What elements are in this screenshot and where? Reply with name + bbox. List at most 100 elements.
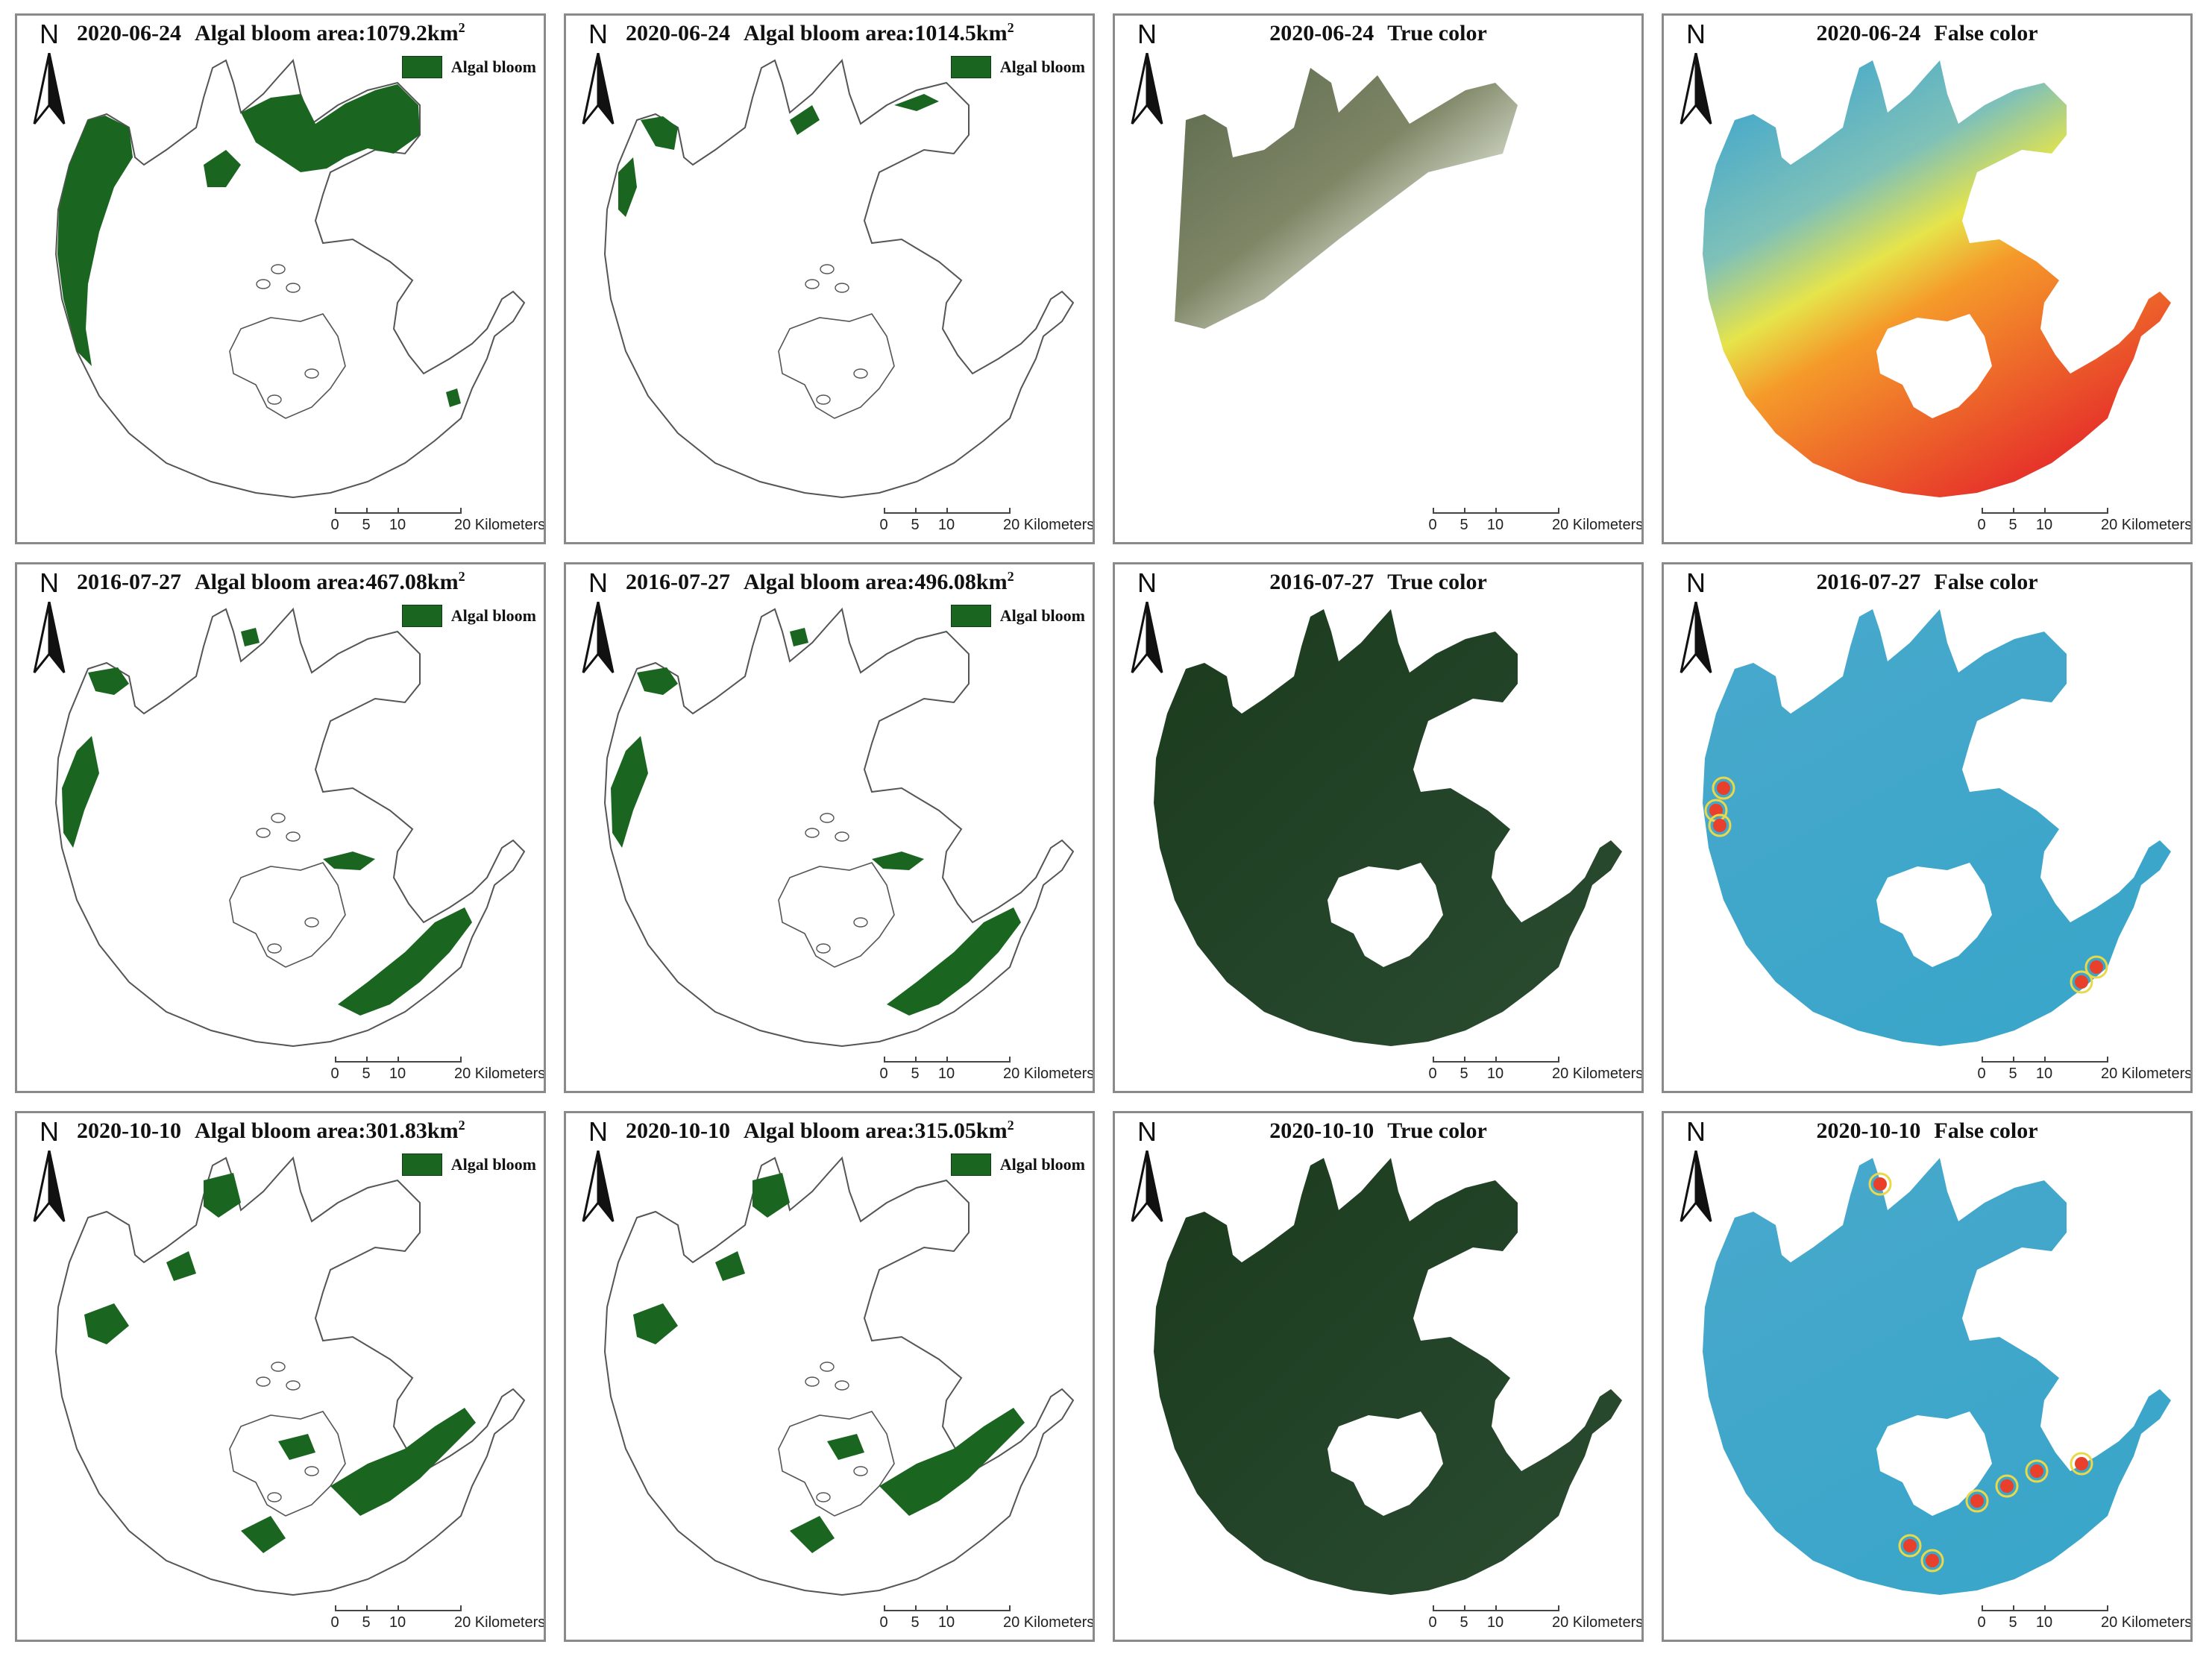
scale-unit-label: 20 Kilometers	[1552, 1066, 1644, 1082]
map-panel-3: N 2020-06-24 True color 0 5 10 20 Kilometers	[1113, 13, 1644, 544]
area-exponent: 2	[1007, 1118, 1014, 1133]
bloom-patch	[715, 1251, 745, 1281]
hotspot-ring	[1920, 1549, 1944, 1573]
area-unit: km	[975, 1118, 1008, 1143]
lake-map	[1175, 68, 1518, 329]
hotspot-ring	[1708, 813, 1732, 837]
area-value: 301.83	[365, 1118, 427, 1143]
scale-tick	[1009, 1605, 1011, 1611]
scale-tick-label: 5	[1460, 517, 1468, 533]
north-arrow-icon	[1680, 1151, 1712, 1222]
map-panel-11: N 2020-10-10 True color 0 5 10 20 Kilometers	[1113, 1111, 1644, 1642]
panel-title-text: True color	[1387, 21, 1487, 45]
islet-outline	[820, 264, 835, 274]
panel-title-text: False color	[1934, 570, 2038, 594]
hotspot-ring	[2070, 970, 2093, 994]
scale-bar: 0 5 10 20 Kilometers	[861, 1054, 1093, 1088]
scale-bar: 0 5 10 20 Kilometers	[312, 1054, 544, 1088]
scale-unit-label: 20 Kilometers	[2101, 1614, 2193, 1631]
scale-tick	[460, 1057, 462, 1063]
scale-tick	[335, 508, 336, 514]
island-outline	[229, 862, 346, 968]
scale-tick	[1464, 508, 1465, 514]
legend: Algal bloom	[950, 56, 1085, 78]
scale-tick	[884, 508, 885, 514]
scale-tick-label: 0	[330, 517, 339, 533]
scale-unit-label: 20 Kilometers	[1003, 1614, 1095, 1631]
bloom-patch	[637, 667, 678, 695]
scale-tick	[1433, 1605, 1434, 1611]
scale-tick	[398, 508, 399, 514]
map-panel-1: N 2020-06-24 Algal bloom area:1079.2km2 A…	[15, 13, 546, 544]
scale-bar: 0 5 10 20 Kilometers	[1959, 505, 2190, 539]
north-arrow: N	[1128, 19, 1166, 130]
false-color-image	[1703, 60, 2171, 497]
panel-title-text: True color	[1387, 570, 1487, 594]
north-arrow-icon	[33, 602, 66, 673]
lake-outline	[603, 607, 1075, 1048]
islet-outline	[256, 828, 271, 838]
north-arrow: N	[1128, 1116, 1166, 1228]
islet-outline	[304, 1466, 319, 1476]
scale-tick	[1495, 1057, 1497, 1063]
island-outline	[229, 313, 346, 419]
bloom-patch	[790, 105, 820, 135]
panel-title-text: Algal bloom area:	[743, 1118, 915, 1143]
islet-outline	[816, 394, 831, 405]
scale-unit-label: 20 Kilometers	[454, 517, 546, 533]
scale-tick	[2107, 1057, 2108, 1063]
north-arrow: N	[579, 19, 617, 130]
north-arrow: N	[579, 567, 617, 679]
panel-title: 2020-10-10 Algal bloom area:301.83km2	[77, 1118, 536, 1144]
panel-title: 2020-06-24 True color	[1115, 20, 1641, 46]
panel-date: 2020-10-10	[626, 1118, 730, 1143]
bloom-patch	[241, 1516, 286, 1553]
hotspot-ring	[1965, 1489, 1989, 1513]
scale-tick	[398, 1057, 399, 1063]
panel-date: 2016-07-27	[1816, 570, 1921, 594]
scale-tick	[2044, 1605, 2046, 1611]
panel-date: 2020-06-24	[1816, 21, 1921, 45]
panel-title: 2020-10-10 Algal bloom area:315.05km2	[626, 1118, 1085, 1144]
scale-tick-label: 10	[389, 517, 406, 533]
north-arrow-icon	[33, 1151, 66, 1222]
hotspot	[1713, 819, 1726, 832]
islet-outline	[304, 368, 319, 379]
north-label: N	[588, 19, 608, 49]
island-outline	[778, 862, 895, 968]
hotspot	[2075, 975, 2088, 989]
true-color-image	[1175, 68, 1518, 329]
panel-title: 2016-07-27 False color	[1664, 569, 2190, 595]
map-panel-5: N 2016-07-27 Algal bloom area:467.08km2 A…	[15, 562, 546, 1093]
bloom-patch	[752, 1173, 790, 1218]
islet-outline	[805, 1376, 820, 1387]
scale-tick-label: 10	[389, 1066, 406, 1082]
north-arrow-icon	[1680, 602, 1712, 673]
islet-outline	[835, 283, 849, 293]
north-label: N	[1686, 567, 1706, 598]
legend-swatch	[401, 56, 442, 78]
north-arrow: N	[579, 1116, 617, 1228]
legend-label: Algal bloom	[450, 1155, 536, 1174]
lake-map	[1703, 1158, 2171, 1595]
scale-tick	[1009, 1057, 1011, 1063]
north-arrow-icon	[1680, 53, 1712, 125]
panel-title: 2016-07-27 Algal bloom area:496.08km2	[626, 569, 1085, 595]
north-arrow-icon	[1131, 1151, 1163, 1222]
scale-tick-label: 10	[1486, 1614, 1504, 1631]
north-label: N	[40, 567, 59, 598]
lake-outline	[54, 58, 526, 499]
scale-tick-label: 10	[1486, 1066, 1504, 1082]
bloom-patch	[62, 736, 99, 848]
north-label: N	[1137, 1116, 1157, 1147]
scale-bar: 0 5 10 20 Kilometers	[1959, 1602, 2190, 1637]
north-label: N	[40, 1116, 59, 1147]
scale-tick	[366, 1057, 368, 1063]
area-exponent: 2	[1007, 20, 1014, 35]
panel-title: 2020-10-10 True color	[1115, 1118, 1641, 1144]
north-arrow-icon	[582, 53, 615, 125]
panel-date: 2016-07-27	[77, 570, 181, 594]
bloom-patch	[204, 1173, 241, 1218]
islet-outline	[286, 283, 301, 293]
scale-bar: 0 5 10 20 Kilometers	[861, 1602, 1093, 1637]
